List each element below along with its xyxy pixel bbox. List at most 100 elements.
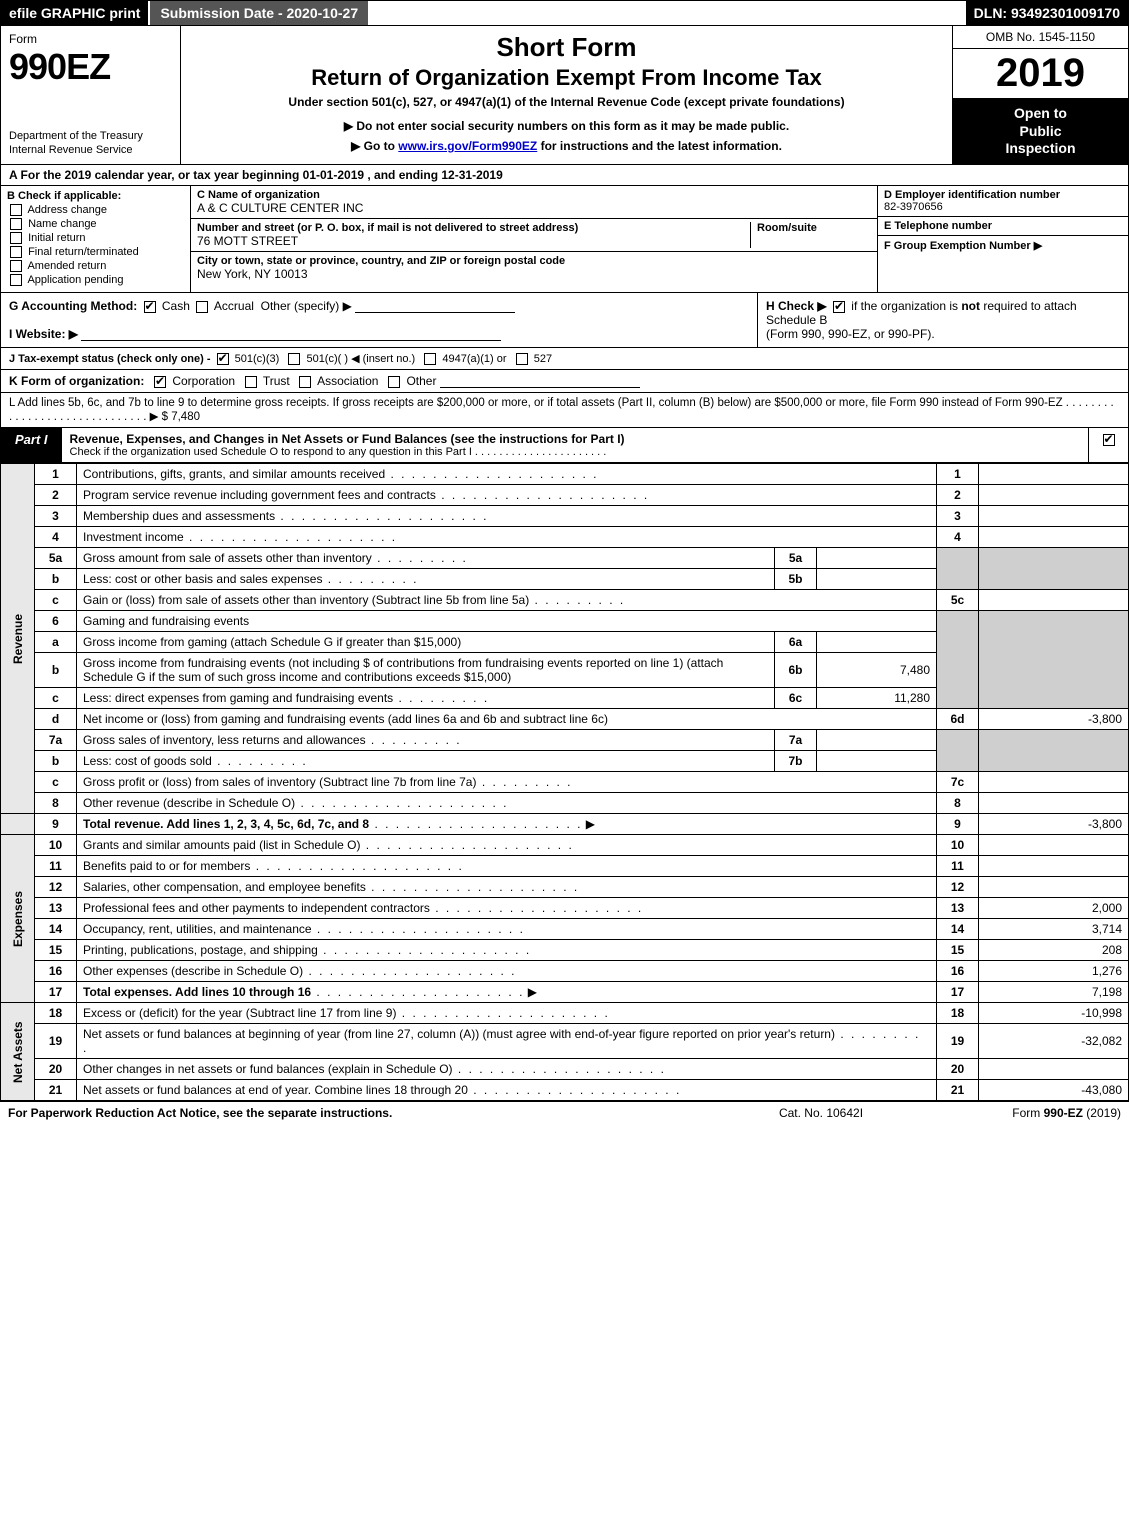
department-label: Department of the Treasury Internal Reve… <box>9 129 172 158</box>
chk-schedule-b[interactable] <box>833 301 845 313</box>
chk-501c3[interactable] <box>217 353 229 365</box>
k-trust: Trust <box>263 374 290 388</box>
l18-val: -10,998 <box>979 1003 1129 1024</box>
col-c-org: C Name of organization A & C CULTURE CEN… <box>191 186 878 293</box>
l21-val: -43,080 <box>979 1080 1129 1101</box>
chk-4947[interactable] <box>424 353 436 365</box>
ein-label: D Employer identification number <box>884 189 1060 201</box>
l13-val: 2,000 <box>979 898 1129 919</box>
ssn-note: ▶ Do not enter social security numbers o… <box>191 119 942 133</box>
line-8: 8 Other revenue (describe in Schedule O)… <box>1 793 1129 814</box>
entity-block: B Check if applicable: Address change Na… <box>0 186 1129 294</box>
ein-cell: D Employer identification number 82-3970… <box>878 186 1128 217</box>
page-footer: For Paperwork Reduction Act Notice, see … <box>0 1101 1129 1124</box>
l9-val: -3,800 <box>979 814 1129 835</box>
k-other-line[interactable] <box>440 374 640 388</box>
l19-val: -32,082 <box>979 1024 1129 1059</box>
org-name-label: C Name of organization <box>197 189 320 201</box>
submission-date: Submission Date - 2020-10-27 <box>150 1 370 25</box>
form-label: Form <box>9 32 172 46</box>
chk-initial-return[interactable]: Initial return <box>7 232 184 244</box>
chk-name-change[interactable]: Name change <box>7 218 184 230</box>
j-527: 527 <box>534 353 552 365</box>
row-l-gross-receipts: L Add lines 5b, 6c, and 7b to line 9 to … <box>0 393 1129 428</box>
l1-desc: Contributions, gifts, grants, and simila… <box>77 464 937 485</box>
j-4947: 4947(a)(1) or <box>442 353 506 365</box>
under-section: Under section 501(c), 527, or 4947(a)(1)… <box>191 95 942 109</box>
line-2: 2 Program service revenue including gove… <box>1 485 1129 506</box>
tel-label: E Telephone number <box>884 220 992 232</box>
row-a-tax-year: A For the 2019 calendar year, or tax yea… <box>0 165 1129 186</box>
goto-prefix: ▶ Go to <box>351 139 398 153</box>
l15-val: 208 <box>979 940 1129 961</box>
header-mid: Short Form Return of Organization Exempt… <box>181 26 953 164</box>
chk-cash[interactable] <box>144 301 156 313</box>
line-7a: 7a Gross sales of inventory, less return… <box>1 730 1129 751</box>
h-text1: H Check ▶ <box>766 299 827 313</box>
g-label: G Accounting Method: <box>9 299 137 313</box>
g-other-line[interactable] <box>355 299 515 313</box>
chk-501c[interactable] <box>288 353 300 365</box>
goto-link[interactable]: www.irs.gov/Form990EZ <box>398 139 537 153</box>
part-i-title: Revenue, Expenses, and Changes in Net As… <box>70 432 625 446</box>
street-label: Number and street (or P. O. box, if mail… <box>197 222 578 234</box>
chk-accrual[interactable] <box>196 301 208 313</box>
chk-part-i-schedule-o[interactable] <box>1103 434 1115 446</box>
line-4: 4 Investment income 4 <box>1 527 1129 548</box>
h-schedule-b: H Check ▶ if the organization is not req… <box>758 293 1128 347</box>
dept-treasury: Department of the Treasury <box>9 130 143 142</box>
return-title: Return of Organization Exempt From Incom… <box>191 65 942 91</box>
gh-row: G Accounting Method: Cash Accrual Other … <box>0 293 1129 348</box>
short-form-title: Short Form <box>191 32 942 63</box>
efile-label[interactable]: efile GRAPHIC print <box>1 1 150 25</box>
chk-amended-return[interactable]: Amended return <box>7 260 184 272</box>
part-i-bar: Part I Revenue, Expenses, and Changes in… <box>0 428 1129 463</box>
grey-7ab <box>937 730 979 772</box>
l14-val: 3,714 <box>979 919 1129 940</box>
top-bar: efile GRAPHIC print Submission Date - 20… <box>0 0 1129 26</box>
line-17: 17 Total expenses. Add lines 10 through … <box>1 982 1129 1003</box>
org-street-row: Number and street (or P. O. box, if mail… <box>191 219 877 252</box>
l1-rnum: 1 <box>937 464 979 485</box>
inspect-2: Public <box>1019 123 1061 139</box>
col-d-ids: D Employer identification number 82-3970… <box>878 186 1128 293</box>
chk-527[interactable] <box>516 353 528 365</box>
tax-year: 2019 <box>953 49 1128 99</box>
side-revenue: Revenue <box>1 464 35 814</box>
i-website-line[interactable] <box>81 327 501 341</box>
chk-trust[interactable] <box>245 376 257 388</box>
g-accrual: Accrual <box>214 299 254 313</box>
k-corp: Corporation <box>172 374 235 388</box>
line-18: Net Assets 18 Excess or (deficit) for th… <box>1 1003 1129 1024</box>
line-9: 9 Total revenue. Add lines 1, 2, 3, 4, 5… <box>1 814 1129 835</box>
chk-association[interactable] <box>299 376 311 388</box>
lines-table: Revenue 1 Contributions, gifts, grants, … <box>0 463 1129 1101</box>
l1-num: 1 <box>35 464 77 485</box>
k-other: Other <box>406 374 436 388</box>
col-b-checkboxes: B Check if applicable: Address change Na… <box>1 186 191 293</box>
goto-line: ▶ Go to www.irs.gov/Form990EZ for instru… <box>191 139 942 153</box>
line-19: 19 Net assets or fund balances at beginn… <box>1 1024 1129 1059</box>
chk-other[interactable] <box>388 376 400 388</box>
h-text3: (Form 990, 990-EZ, or 990-PF). <box>766 327 935 341</box>
k-label: K Form of organization: <box>9 374 144 388</box>
footer-form: Form 990-EZ (2019) <box>921 1106 1121 1120</box>
form-number: 990EZ <box>9 46 172 88</box>
footer-cat: Cat. No. 10642I <box>721 1106 921 1120</box>
form-header: Form 990EZ Department of the Treasury In… <box>0 26 1129 165</box>
part-i-label: Part I <box>1 428 62 462</box>
chk-application-pending[interactable]: Application pending <box>7 274 184 286</box>
side-expenses: Expenses <box>1 835 35 1003</box>
line-14: 14 Occupancy, rent, utilities, and maint… <box>1 919 1129 940</box>
g-cash: Cash <box>162 299 190 313</box>
i-website-label: I Website: ▶ <box>9 327 78 341</box>
city-value: New York, NY 10013 <box>197 267 308 281</box>
row-k-form-org: K Form of organization: Corporation Trus… <box>0 370 1129 393</box>
chk-corporation[interactable] <box>154 376 166 388</box>
line-1: Revenue 1 Contributions, gifts, grants, … <box>1 464 1129 485</box>
l6d-val: -3,800 <box>979 709 1129 730</box>
chk-final-return[interactable]: Final return/terminated <box>7 246 184 258</box>
chk-address-change[interactable]: Address change <box>7 204 184 216</box>
l6c-val: 11,280 <box>817 688 937 709</box>
k-assoc: Association <box>317 374 378 388</box>
